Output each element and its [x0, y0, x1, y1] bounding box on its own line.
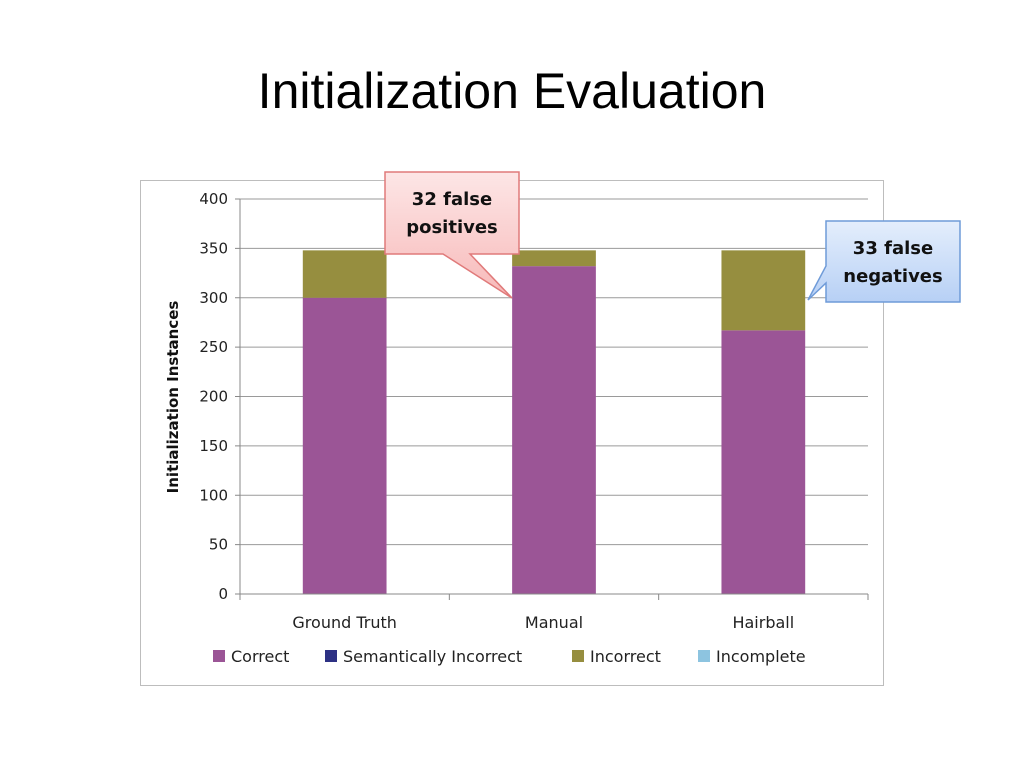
- callout-red-shape: [384, 171, 520, 299]
- legend-swatch: [698, 650, 710, 662]
- x-category-label: Manual: [525, 613, 583, 632]
- legend-swatch: [213, 650, 225, 662]
- legend-swatch: [325, 650, 337, 662]
- x-category-label: Hairball: [732, 613, 794, 632]
- y-tick-label: 50: [209, 536, 228, 554]
- bar-segment-correct: [302, 297, 387, 594]
- y-tick-label: 400: [199, 190, 228, 208]
- legend-label: Incomplete: [716, 647, 806, 666]
- legend-swatch: [572, 650, 584, 662]
- y-tick-label: 100: [199, 486, 228, 504]
- callout-text: 32 false: [412, 189, 492, 210]
- x-category-labels: Ground Truth Manual Hairball: [292, 613, 794, 632]
- callout-false-positives: 32 false positives: [384, 171, 520, 299]
- y-tick-labels: 0 50 100 150 200 250 300 350 400: [199, 190, 240, 603]
- callout-text: 33 false: [853, 238, 933, 259]
- callout-false-negatives: 33 false negatives: [807, 220, 961, 303]
- legend-label: Incorrect: [590, 647, 661, 666]
- slide-title: Initialization Evaluation: [257, 63, 767, 119]
- y-tick-label: 150: [199, 437, 228, 455]
- y-tick-label: 350: [199, 239, 228, 257]
- x-category-label: Ground Truth: [292, 613, 397, 632]
- callout-blue-shape: [807, 220, 961, 303]
- bar-segment-incorrect: [512, 250, 596, 267]
- legend-label: Semantically Incorrect: [343, 647, 522, 666]
- bar-segment-incorrect: [302, 250, 387, 298]
- callouts: 32 false positives 33 false negatives: [384, 171, 961, 303]
- bar-segment-incorrect: [721, 250, 806, 331]
- bars: [302, 250, 806, 594]
- y-axis-title: Initialization Instances: [164, 301, 182, 494]
- bar-segment-correct: [512, 266, 596, 594]
- callout-text: positives: [406, 217, 498, 238]
- bar-segment-correct: [721, 330, 806, 594]
- y-tick-label: 250: [199, 338, 228, 356]
- legend-label: Correct: [231, 647, 289, 666]
- y-tick-label: 300: [199, 289, 228, 307]
- y-tick-label: 0: [218, 585, 228, 603]
- y-tick-label: 200: [199, 388, 228, 406]
- callout-text: negatives: [843, 266, 942, 287]
- legend: Correct Semantically Incorrect Incorrect In…: [213, 647, 806, 666]
